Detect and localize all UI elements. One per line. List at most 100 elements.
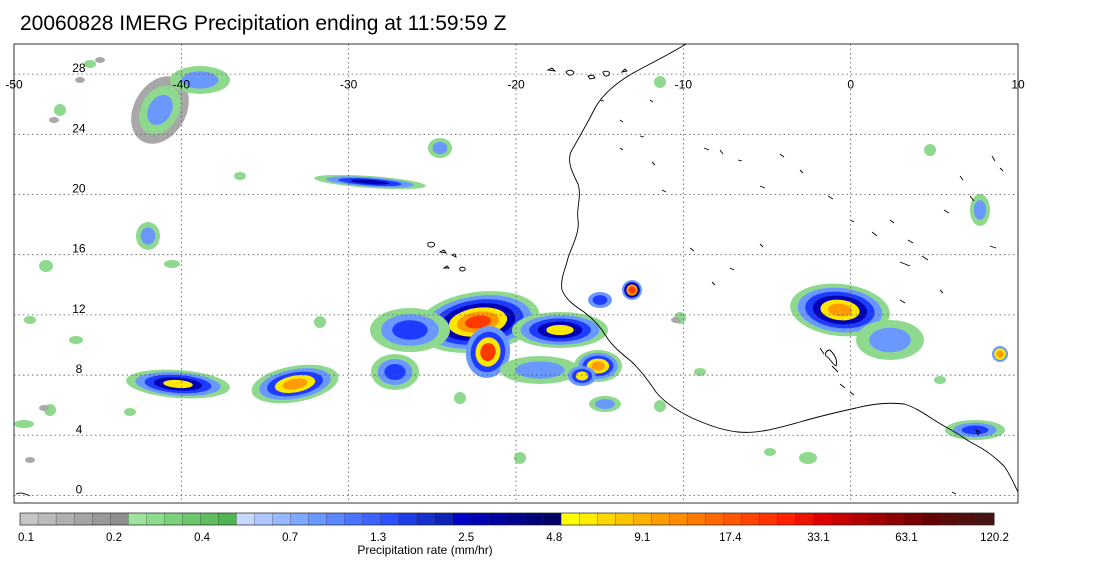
precip-cell <box>49 117 59 123</box>
precip-cell <box>654 76 666 88</box>
colorbar-swatch <box>777 512 797 526</box>
colorbar-swatch <box>597 512 616 526</box>
colorbar-swatch <box>73 512 93 526</box>
precip-cell <box>454 392 466 404</box>
colorbar-tick-label: 0.2 <box>106 532 122 544</box>
precip-cell <box>163 379 193 389</box>
colorbar-swatch <box>542 512 562 526</box>
colorbar-swatch <box>651 512 670 526</box>
map-frame <box>13 43 1019 504</box>
west-africa-coastline <box>561 44 1018 493</box>
lat-tick-label: 20 <box>72 181 86 195</box>
colorbar-swatch <box>921 512 941 526</box>
colorbar-swatch <box>615 512 634 526</box>
precip-cell <box>654 400 666 412</box>
colorbar-tick-label: 63.1 <box>895 532 917 544</box>
colorbar-swatch <box>669 512 688 526</box>
colorbar-tick-label: 0.4 <box>194 532 211 544</box>
lon-tick-label: -10 <box>675 78 693 92</box>
colorbar-swatch <box>128 512 147 526</box>
precip-cell <box>54 104 66 116</box>
colorbar-swatch <box>633 512 652 526</box>
colorbar-swatch <box>146 512 165 526</box>
colorbar-swatch <box>326 512 346 526</box>
colorbar-swatch <box>164 512 183 526</box>
precip-cell <box>799 452 817 464</box>
colorbar-tick-label: 0.7 <box>282 532 298 544</box>
colorbar-swatch <box>200 512 219 526</box>
colorbar-tick-label: 33.1 <box>807 532 829 544</box>
colorbar-swatch <box>506 512 526 526</box>
colorbar-title: Precipitation rate (mm/hr) <box>357 543 492 557</box>
precip-cell <box>934 376 946 384</box>
colorbar-swatch <box>885 512 905 526</box>
lon-tick-label: 10 <box>1011 78 1025 92</box>
precip-cell <box>84 60 96 68</box>
colorbar-swatch <box>398 512 418 526</box>
lat-tick-label: 0 <box>76 482 83 496</box>
precip-cell <box>595 399 615 409</box>
map-title: 20060828 IMERG Precipitation ending at 1… <box>20 12 507 35</box>
colorbar-swatch <box>560 512 580 526</box>
precip-cell <box>95 57 105 63</box>
colorbar-swatch <box>795 512 815 526</box>
precip-cell <box>432 141 448 155</box>
colorbar-swatch <box>524 512 544 526</box>
colorbar-swatch <box>272 512 292 526</box>
colorbar-tick-label: 1.3 <box>370 532 386 544</box>
colorbar-swatch <box>290 512 310 526</box>
colorbar-swatch <box>254 512 274 526</box>
colorbar-swatch <box>687 512 706 526</box>
colorbar-swatch <box>236 512 256 526</box>
precip-cell <box>124 408 136 416</box>
colorbar-swatch <box>488 512 508 526</box>
lat-tick-label: 24 <box>72 121 86 135</box>
colorbar-swatch <box>939 512 959 526</box>
lon-tick-label: -20 <box>507 78 525 92</box>
lake-volta <box>825 349 837 367</box>
precip-cell <box>24 316 36 324</box>
colorbar-swatch <box>182 512 201 526</box>
colorbar-tick-label: 0.1 <box>18 532 34 544</box>
lon-tick-label: -30 <box>340 78 358 92</box>
canary-islands <box>546 67 628 80</box>
colorbar-swatch <box>218 512 237 526</box>
colorbar-frame <box>19 512 995 526</box>
lat-tick-label: 12 <box>72 302 86 316</box>
precip-cell <box>164 260 180 268</box>
colorbar-swatch <box>344 512 364 526</box>
precip-cell <box>869 327 911 353</box>
lon-tick-label: 0 <box>847 78 854 92</box>
lon-tick-label: -50 <box>5 78 23 92</box>
colorbar-swatch <box>903 512 923 526</box>
colorbar-swatch <box>723 512 743 526</box>
colorbar-tick-label: 120.2 <box>980 532 1009 544</box>
precip-cell <box>282 378 308 390</box>
precip-cell <box>384 364 406 380</box>
precip-cell <box>69 336 83 344</box>
lon-tick-label: -40 <box>173 78 191 92</box>
colorbar-swatch <box>975 512 995 526</box>
colorbar-swatch <box>813 512 833 526</box>
lat-tick-label: 16 <box>72 242 86 256</box>
colorbar-swatch <box>380 512 400 526</box>
precip-cell <box>25 457 35 463</box>
colorbar-swatch <box>308 512 328 526</box>
precip-cell <box>961 425 989 435</box>
precip-cell <box>764 448 776 456</box>
colorbar-swatch <box>578 512 598 526</box>
colorbar-swatch <box>19 512 39 526</box>
colorbar-swatch <box>759 512 779 526</box>
precip-cell <box>973 200 987 220</box>
colorbar-swatch <box>831 512 851 526</box>
precip-cell <box>694 368 706 376</box>
colorbar <box>19 512 995 526</box>
gulf-of-guinea-islands <box>15 429 981 497</box>
colorbar-swatch <box>416 512 436 526</box>
colorbar-swatch <box>91 512 111 526</box>
colorbar-tick-label: 9.1 <box>634 532 650 544</box>
colorbar-tick-label: 17.4 <box>719 532 742 544</box>
axis-tick-labels: -50 -40 -30 -20 -10 0 10 0 4 8 12 16 20 24 28 <box>5 61 1025 496</box>
precip-cell <box>480 342 496 362</box>
